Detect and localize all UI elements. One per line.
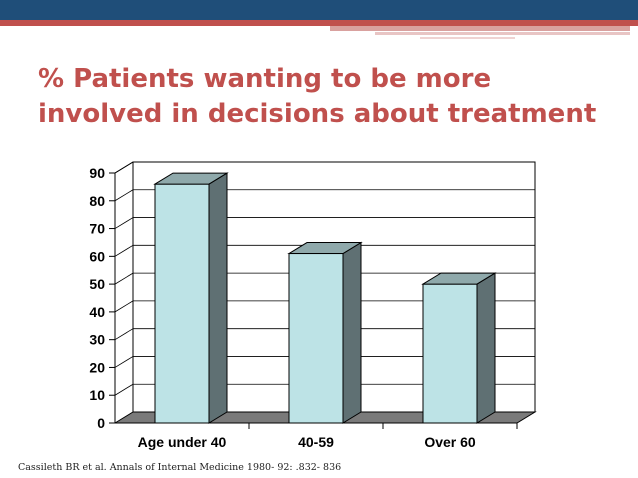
bar-chart: 0 10 20 30 40 50 60 70 80 90 Age under 40 40-59 Over… [89,161,537,450]
gridline-side [114,272,134,285]
y-tick-label: 20 [89,359,105,375]
y-tick-label: 40 [89,304,105,320]
x-category-label: Over 60 [424,434,476,450]
y-tick-label: 90 [89,165,105,181]
gridline-side [114,217,134,229]
bar-top [421,272,497,285]
bar-side [208,172,228,424]
citation: Cassileth BR et al. Annals of Internal M… [18,462,342,473]
y-tick-label: 70 [89,221,105,237]
gridline-side [114,189,134,202]
bar [422,283,478,424]
y-tick-label: 50 [89,276,105,292]
x-category-label: 40-59 [298,434,334,450]
y-tick-label: 0 [97,415,105,431]
gridline-side [114,383,134,396]
bar-top [287,242,363,255]
bar [288,253,344,424]
y-tick-label: 30 [89,332,105,348]
bar [154,183,210,424]
y-tick-label: 80 [89,193,105,209]
y-axis-top-edge [114,161,134,174]
gridline-side [114,328,134,341]
header-banner [0,0,638,39]
slide-title-line-2: involved in decisions about treatment [38,99,597,129]
slide-title: % Patients wanting to be more involved i… [38,62,628,132]
slide-title-line-1: % Patients wanting to be more [38,64,492,94]
bar-side [476,272,496,424]
gridline-side [114,300,134,313]
y-tick-label: 10 [89,387,105,403]
x-category-label: Age under 40 [138,434,227,450]
gridline-side [114,244,134,257]
gridline-side [114,356,134,368]
bar-top [153,172,229,185]
y-tick-label: 60 [89,248,105,264]
bar-side [342,241,362,424]
